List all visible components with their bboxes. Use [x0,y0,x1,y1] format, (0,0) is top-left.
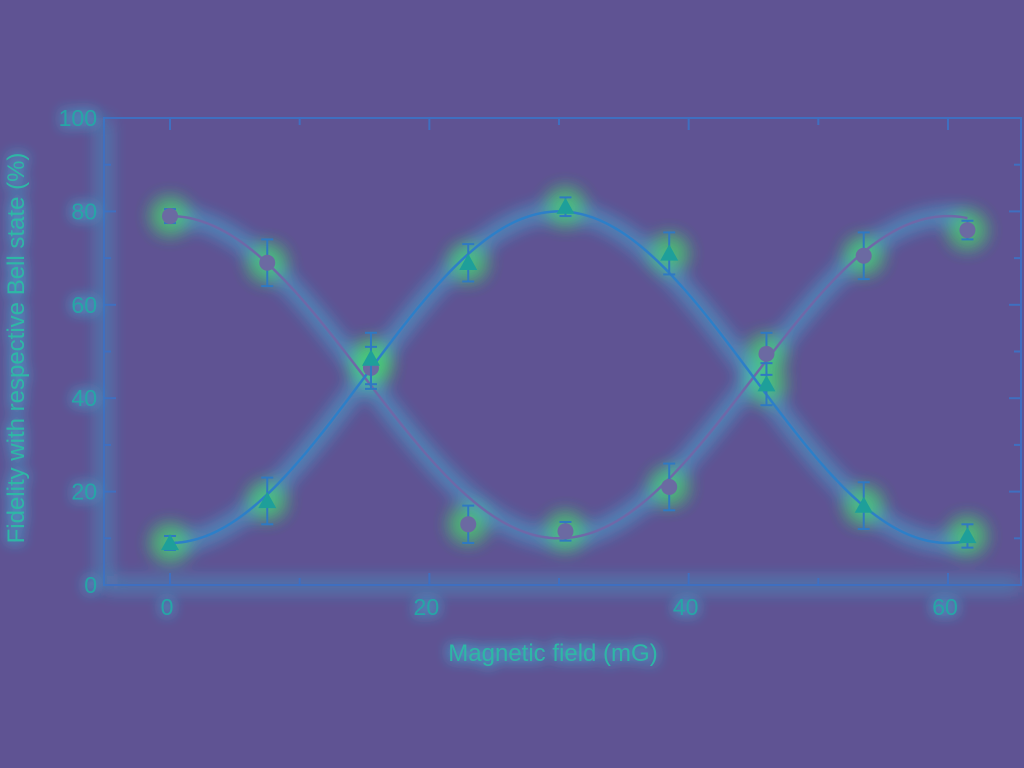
triangle-marker [556,197,575,214]
data-point [459,243,478,283]
data-points [161,196,977,551]
data-point [162,208,178,225]
triangle-marker [258,491,277,509]
y-axis-title: Fidelity with respective Bell state (%) [3,153,30,544]
y-tick-label: 60 [71,292,97,318]
triangle-marker [459,253,478,270]
circle-marker [259,254,276,271]
data-point [361,331,380,386]
x-tick-label: 40 [673,594,699,620]
data-point [259,238,276,288]
data-point [258,476,277,526]
data-point [855,231,872,281]
data-point [757,362,776,407]
x-tick-label: 60 [932,594,958,620]
triangle-marker [854,496,873,513]
triangle-marker [958,526,977,544]
data-point [460,504,477,544]
data-point [959,219,976,241]
y-tick-label: 20 [71,479,97,505]
x-tick-label: 20 [414,594,440,620]
data-point [557,520,574,542]
tick-labels: 0 20 40 60 0 20 40 60 80 100 [59,105,958,620]
circle-marker [162,208,178,225]
data-point [161,533,179,551]
data-point [854,481,873,530]
triangle-marker [660,244,679,261]
triangle-marker [361,349,380,366]
data-point [556,196,575,218]
data-point [660,231,679,276]
y-tick-label: 100 [59,105,97,131]
x-tick-label: 0 [161,594,174,620]
y-tick-label: 40 [71,385,97,411]
triangle-marker [161,533,179,551]
y-tick-label: 80 [71,198,97,224]
triangle-marker [757,375,776,392]
x-axis-title: Magnetic field (mG) [448,640,657,667]
plot-frame [103,117,1022,586]
circle-marker [661,478,678,495]
circle-marker [959,222,976,239]
data-point [661,462,678,512]
circle-marker [557,523,574,540]
y-tick-label: 0 [84,572,97,598]
circle-marker [758,345,775,362]
circle-marker [460,516,477,533]
data-point [958,523,977,549]
circle-marker [855,247,872,264]
